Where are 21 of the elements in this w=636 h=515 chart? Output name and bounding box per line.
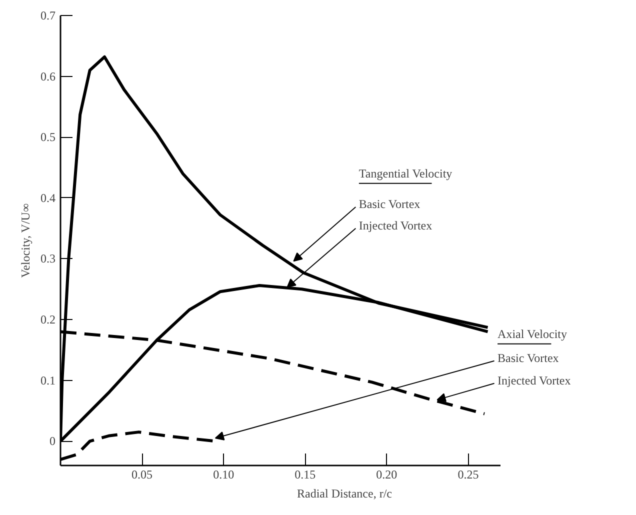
annotation: Tangential Velocity (358, 166, 452, 181)
y-tick-label: 0.4 (40, 190, 56, 205)
annotation: Basic Vortex (498, 350, 559, 365)
annotation: Basic Vortex (358, 197, 420, 212)
y-axis-title: Velocity, V/U∞ (18, 203, 32, 278)
y-tick-label: 0 (50, 434, 56, 448)
annotation: Injected Vortex (358, 218, 432, 232)
x-axis-title: Radial Distance, r/c (297, 486, 392, 500)
y-tick-label: 0.6 (40, 69, 56, 84)
x-tick-label: 0.05 (132, 468, 153, 482)
x-tick-label: 0.15 (294, 468, 316, 482)
x-tick-label: 0.20 (376, 468, 398, 482)
annotation: Injected Vortex (498, 373, 571, 388)
y-tick-label: 0.1 (40, 373, 56, 388)
y-tick-label: 0.2 (40, 312, 56, 327)
y-tick-label: 0.3 (40, 252, 56, 266)
y-tick-label: 0.5 (40, 130, 56, 144)
y-tick-label: 0.7 (40, 8, 56, 22)
x-tick-label: 0.25 (458, 468, 479, 482)
x-tick-label: 0.10 (213, 468, 234, 482)
annotation: Axial Velocity (498, 327, 567, 342)
